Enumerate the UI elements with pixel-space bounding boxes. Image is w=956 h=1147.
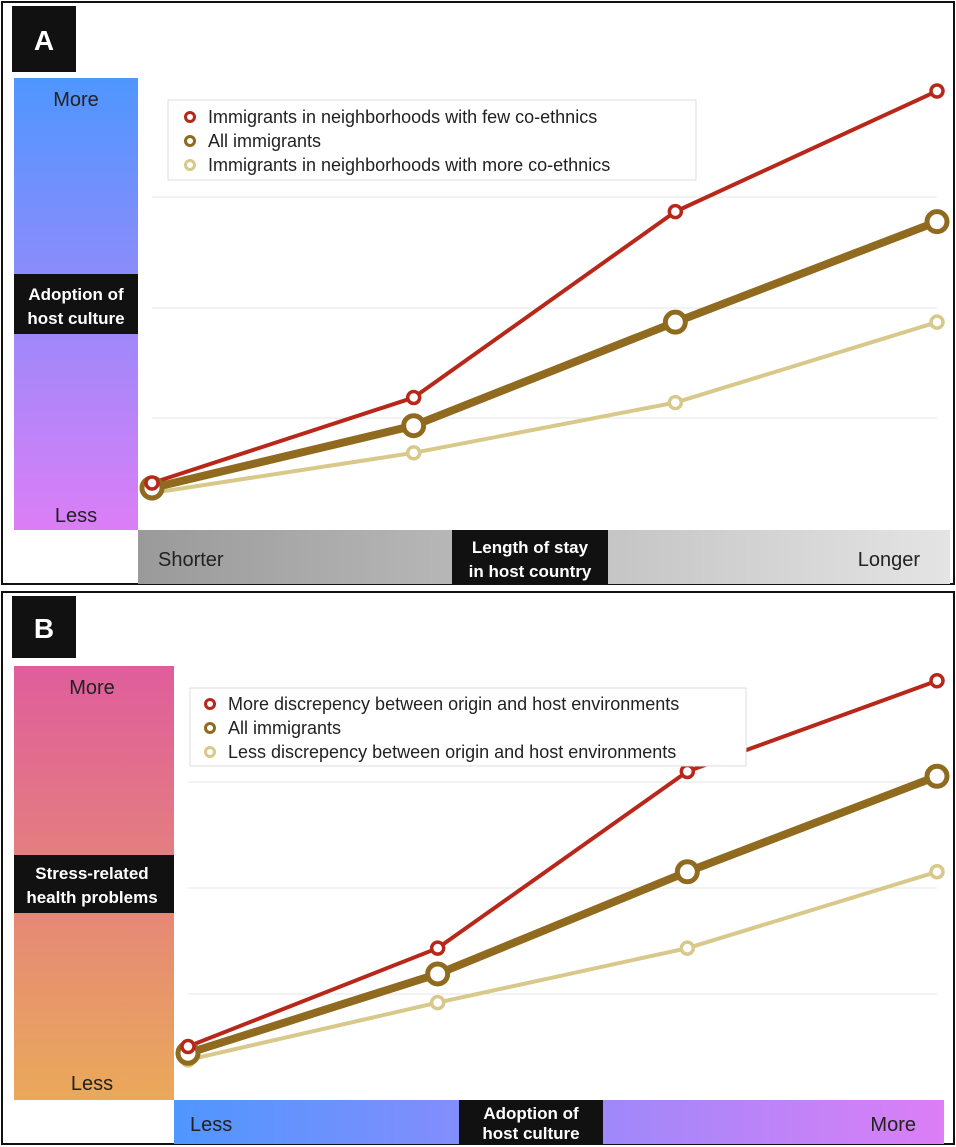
panel-a-series-3-point xyxy=(405,445,422,461)
panel-b-y-label-bg xyxy=(14,855,174,913)
panel-a-legend-marker-2 xyxy=(184,135,196,147)
panel-b-series-2-point xyxy=(674,859,700,885)
panel-a-x-label-line2: in host country xyxy=(469,562,592,581)
panel-a-series-3-point xyxy=(667,394,684,411)
panel-a-plot xyxy=(139,83,950,501)
panel-b-legend-box xyxy=(189,687,747,767)
panel-b-series-2-line xyxy=(184,772,941,1058)
panel-a-series-2-point xyxy=(401,413,427,439)
panel-a-legend-marker-1 xyxy=(184,111,196,123)
panel-a-x-tick-left: Shorter xyxy=(158,549,224,571)
panel-b-tag: B xyxy=(34,613,54,644)
panel-b-legend-marker-1 xyxy=(204,698,216,710)
panel-a-series-1-point xyxy=(144,475,160,491)
panel-b-x-label-bg xyxy=(459,1100,603,1144)
panel-a-x-label-bg xyxy=(452,530,608,584)
panel-b-series-3-point xyxy=(679,940,696,956)
panel-a-y-label-line1: Adoption of xyxy=(28,285,124,304)
panel-a-series-3-point xyxy=(929,314,945,330)
panel-a-legend-box xyxy=(167,99,697,181)
panel-a-tag: A xyxy=(34,25,54,56)
panel-b-y-label-line2: health problems xyxy=(26,888,157,907)
panel-b-series-2-point xyxy=(425,961,451,987)
panel-b-x-tick-right: More xyxy=(870,1114,916,1136)
panel-b-series-2-point xyxy=(924,763,950,789)
panel-a-legend: Immigrants in neighborhoods with few co-… xyxy=(167,99,697,181)
panel-a: A More Less Adoption of host culture Sho… xyxy=(1,1,955,585)
panel-a-legend-item-2: All immigrants xyxy=(208,131,321,151)
panel-a-legend-marker-3 xyxy=(184,159,196,171)
panel-a-series-2-point xyxy=(662,309,688,335)
panel-a-y-tick-bottom: Less xyxy=(55,505,97,527)
panel-b-tag-bg xyxy=(12,596,76,658)
panel-b-series-1-point xyxy=(929,673,945,689)
panel-b-legend-item-2: All immigrants xyxy=(228,718,341,738)
panel-a-series-1-point xyxy=(929,83,945,99)
panel-a-series-1-point xyxy=(405,389,422,406)
panel-b-y-label-line1: Stress-related xyxy=(35,864,148,883)
panel-a-series-2-point xyxy=(924,209,950,235)
panel-b-y-tick-bottom: Less xyxy=(71,1073,113,1095)
panel-a-series-3-line xyxy=(150,320,939,496)
panel-a-series-2-line xyxy=(148,217,941,492)
panel-a-y-label-bg xyxy=(14,274,138,334)
panel-b-series-1-point xyxy=(429,940,446,956)
panel-b-legend: More discrepency between origin and host… xyxy=(189,687,747,767)
panel-b-series-1-point xyxy=(679,763,696,780)
panel-a-y-tick-top: More xyxy=(53,89,99,111)
panel-a-x-label-line1: Length of stay xyxy=(472,538,589,557)
panel-a-legend-item-1: Immigrants in neighborhoods with few co-… xyxy=(208,107,597,127)
panel-a-legend-item-3: Immigrants in neighborhoods with more co… xyxy=(208,155,610,175)
panel-b-series-1-point xyxy=(180,1038,196,1055)
panel-a-x-tick-right: Longer xyxy=(858,549,921,571)
panel-b-series-3-point xyxy=(929,864,945,880)
panel-b-series-1-line xyxy=(186,678,939,1049)
panel-b-series-3-line xyxy=(186,869,939,1062)
panel-b-plot xyxy=(175,673,950,1068)
panel-a-y-label-line2: host culture xyxy=(27,309,124,328)
panel-b-legend-item-3: Less discrepency between origin and host… xyxy=(228,742,676,762)
panel-b-y-tick-top: More xyxy=(69,677,115,699)
panel-a-series-1-line xyxy=(150,89,939,485)
panel-b-legend-marker-2 xyxy=(204,722,216,734)
panel-b: B More Less Stress-related health proble… xyxy=(1,591,955,1145)
panel-a-tag-bg xyxy=(12,6,76,72)
panel-b-legend-marker-3 xyxy=(204,746,216,758)
panel-b-x-label-line2: host culture xyxy=(482,1124,579,1143)
panel-b-legend-item-1: More discrepency between origin and host… xyxy=(228,694,679,714)
panel-b-series-3-point xyxy=(429,994,446,1011)
panel-a-series-1-point xyxy=(667,203,684,220)
panel-b-x-label-line1: Adoption of xyxy=(483,1104,579,1123)
panel-b-x-tick-left: Less xyxy=(190,1114,232,1136)
